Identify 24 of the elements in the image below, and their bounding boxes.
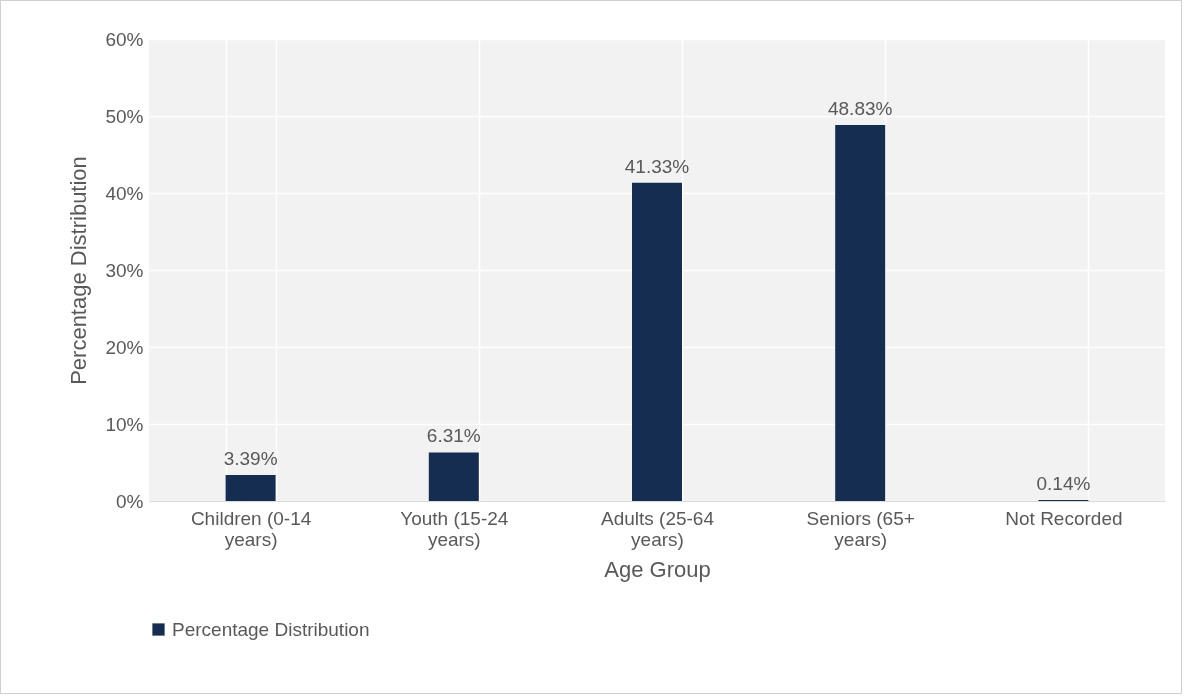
bar bbox=[835, 125, 886, 501]
data-label: 41.33% bbox=[624, 155, 690, 177]
y-tick-label: 20% bbox=[105, 336, 144, 358]
y-tick-label: 40% bbox=[105, 182, 144, 204]
x-tick-label: Adults (25-64 years) bbox=[600, 507, 715, 550]
y-tick-label: 10% bbox=[105, 413, 144, 435]
x-tick-label: Not Recorded bbox=[1005, 507, 1123, 529]
bar bbox=[632, 182, 682, 501]
x-axis-title: Age Group bbox=[604, 556, 711, 582]
y-tick-label: 60% bbox=[105, 28, 144, 50]
bar bbox=[225, 474, 276, 501]
x-tick-label: Seniors (65+ years) bbox=[806, 507, 915, 550]
data-label: 6.31% bbox=[426, 425, 481, 447]
legend-label: Percentage Distribution bbox=[172, 618, 370, 640]
data-label: 3.39% bbox=[223, 447, 278, 469]
y-axis-title: Percentage Distribution bbox=[66, 156, 92, 385]
y-tick-label: 30% bbox=[105, 259, 144, 281]
x-tick-label: Youth (15-24 years) bbox=[400, 507, 509, 550]
data-label: 0.14% bbox=[1036, 472, 1091, 494]
data-label: 48.83% bbox=[827, 98, 893, 120]
x-tick-label: Children (0-14 years) bbox=[190, 507, 312, 550]
y-tick-label: 0% bbox=[116, 490, 144, 512]
bar bbox=[428, 452, 479, 501]
y-tick-label: 50% bbox=[105, 105, 144, 127]
